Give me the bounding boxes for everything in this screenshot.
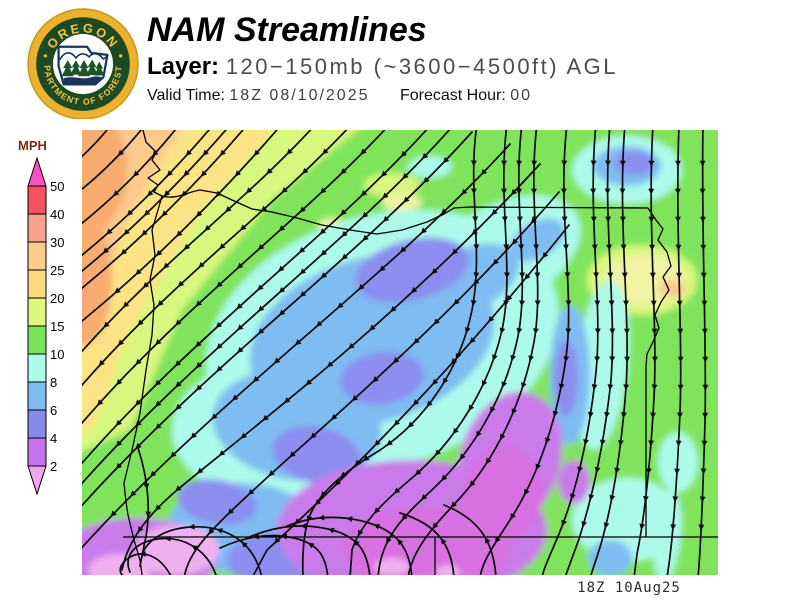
legend-tick-label: 6 <box>50 403 57 418</box>
legend-title: MPH <box>18 138 47 153</box>
oregon-state-emblem <box>57 45 109 86</box>
legend-tick-label: 15 <box>50 319 64 334</box>
forecast-hour-label: Forecast Hour: <box>399 87 506 105</box>
layer-label: Layer: <box>147 53 220 81</box>
seal-dot-right <box>119 54 123 58</box>
legend-tick-label: 10 <box>50 347 64 362</box>
mountains-icon <box>58 52 107 61</box>
river-icon <box>63 76 104 85</box>
legend-tick-label: 4 <box>50 431 57 446</box>
legend-tick-label: 8 <box>50 375 57 390</box>
map-timestamp-caption: 18Z 10Aug25 <box>577 580 681 596</box>
streamline-map <box>82 130 718 575</box>
valid-time-value: 18Z 08/10/2025 <box>229 87 370 105</box>
legend-tick-label: 20 <box>50 291 64 306</box>
legend-tick-label: 50 <box>50 179 64 194</box>
legend-colorbar <box>27 156 47 496</box>
legend-tick-label: 30 <box>50 235 64 250</box>
seal-dot-left <box>43 54 47 58</box>
wind-speed-legend: MPH 50 40 30 <box>18 138 64 496</box>
legend-tick-label: 25 <box>50 263 64 278</box>
trees-icon <box>61 59 105 77</box>
legend-tick-labels: 50 40 30 25 20 15 10 8 6 4 2 <box>50 179 64 474</box>
header: NAM Streamlines Layer: 120−150mb (~3600−… <box>147 11 618 105</box>
valid-time-line: Valid Time: 18Z 08/10/2025 Forecast Hour… <box>147 87 618 105</box>
forecast-hour-value: 00 <box>510 87 533 105</box>
layer-line: Layer: 120−150mb (~3600−4500ft) AGL <box>147 53 618 81</box>
odf-logo: OREGON DEPARTMENT OF FORESTRY <box>26 5 139 119</box>
layer-value: 120−150mb (~3600−4500ft) AGL <box>225 54 619 80</box>
valid-time-label: Valid Time: <box>147 87 225 105</box>
streamlines-layer <box>82 130 709 575</box>
legend-tick-label: 2 <box>50 459 57 474</box>
page-title: NAM Streamlines <box>147 11 427 49</box>
legend-tick-label: 40 <box>50 207 64 222</box>
